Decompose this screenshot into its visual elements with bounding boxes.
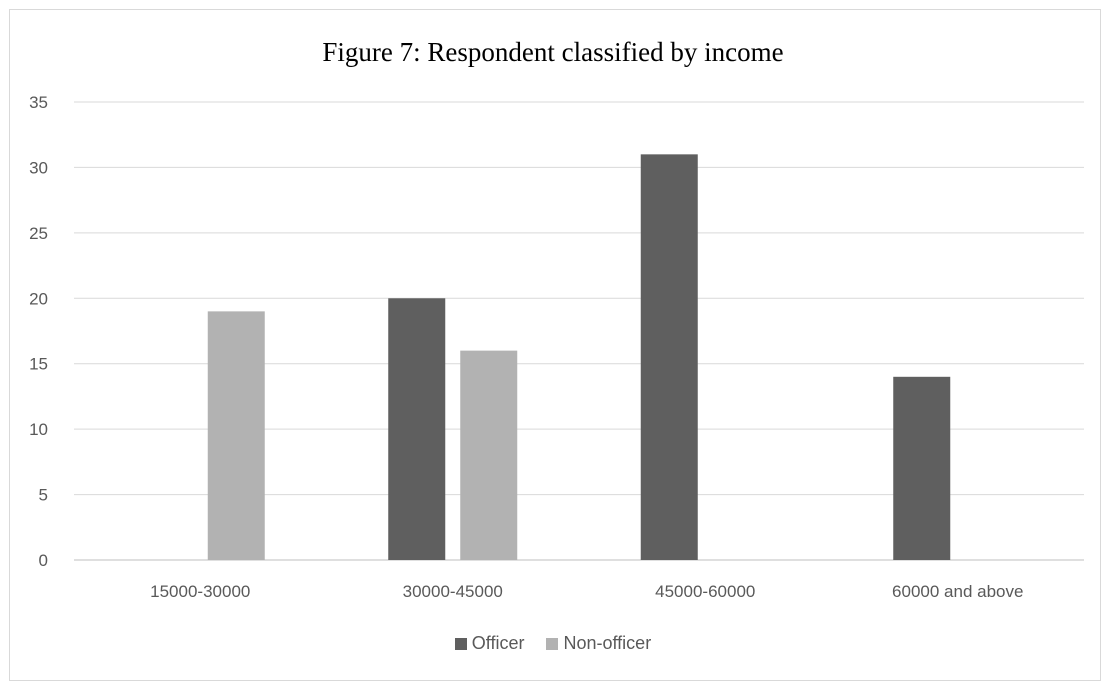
x-tick-label: 15000-30000 (150, 582, 250, 601)
bar-officer (893, 376, 951, 560)
bar-officer (388, 298, 446, 560)
chart-title: Figure 7: Respondent classified by incom… (322, 37, 784, 67)
y-tick-label: 0 (39, 551, 48, 570)
legend: Officer Non-officer (0, 633, 1106, 654)
y-tick-label: 15 (29, 355, 48, 374)
legend-swatch-non-officer (546, 637, 559, 650)
legend-label-officer: Officer (471, 633, 525, 653)
legend-swatch-officer (454, 637, 467, 650)
y-tick-label: 20 (29, 289, 48, 308)
x-tick-label: 30000-45000 (403, 582, 503, 601)
bar-officer (640, 154, 698, 561)
y-tick-label: 30 (29, 158, 48, 177)
chart-frame (9, 9, 1101, 681)
y-axis-ticks: 0 5 10 15 20 25 30 35 (29, 93, 48, 570)
bar-non-officer (460, 350, 518, 560)
legend-item-non-officer: Non-officer (546, 633, 651, 654)
y-tick-label: 5 (39, 486, 48, 505)
bar-non-officer (207, 311, 265, 560)
x-tick-label: 45000-60000 (655, 582, 755, 601)
bars (207, 154, 951, 561)
legend-label-non-officer: Non-officer (563, 633, 652, 653)
y-tick-label: 35 (29, 93, 48, 112)
y-tick-label: 10 (29, 420, 48, 439)
x-axis-labels: 15000-30000 30000-45000 45000-60000 60000 a… (150, 582, 1023, 601)
y-tick-label: 25 (29, 224, 48, 243)
x-tick-label: 60000 and above (892, 582, 1023, 601)
legend-item-officer: Officer (454, 633, 525, 654)
